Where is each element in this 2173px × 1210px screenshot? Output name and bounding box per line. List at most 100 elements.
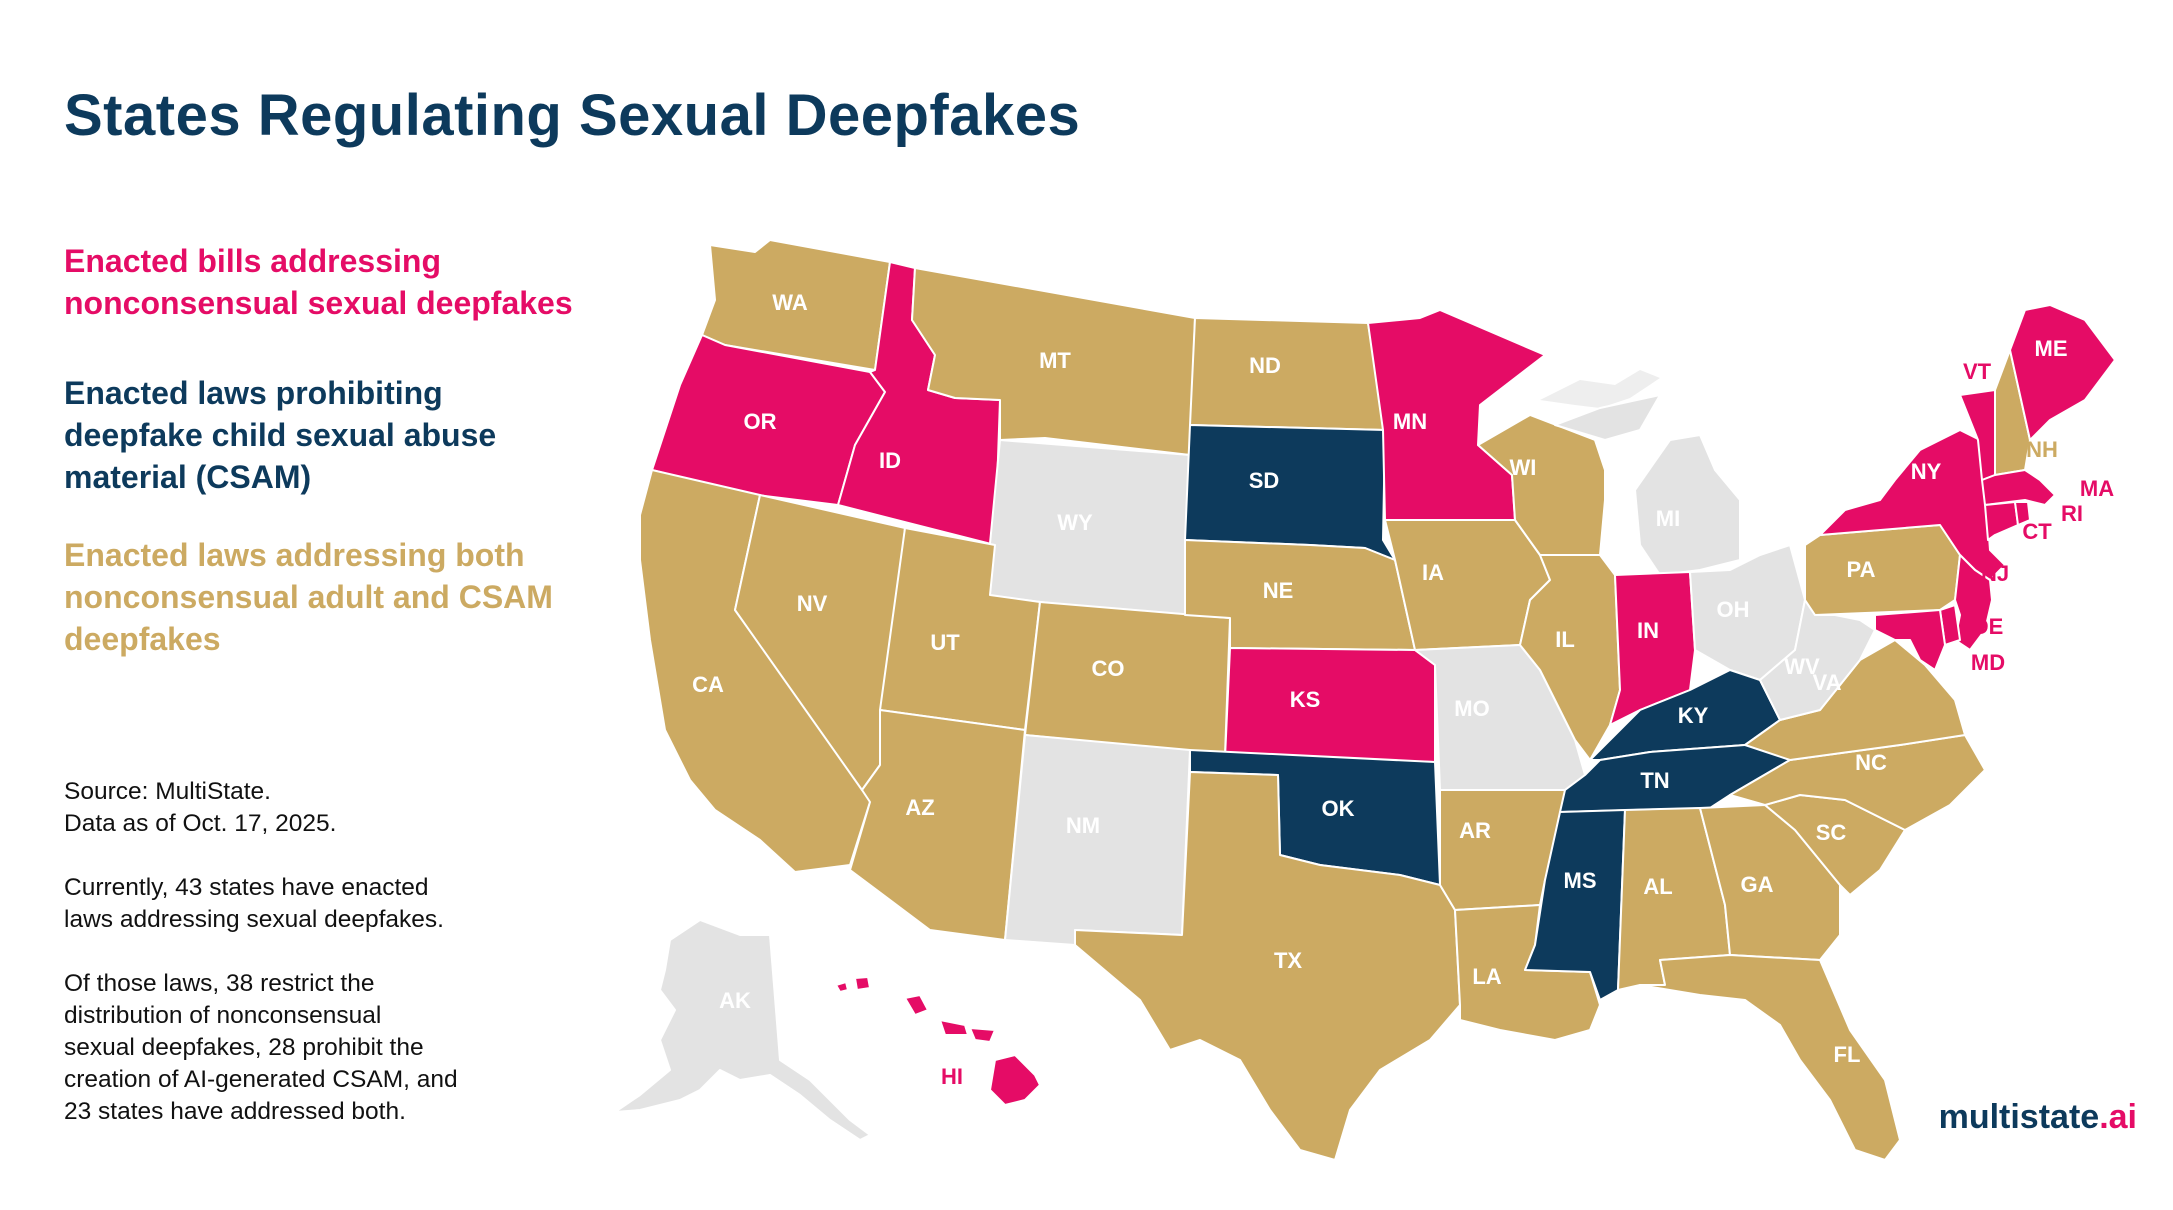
detail-line: sexual deepfakes, 28 prohibit the [64, 1034, 424, 1061]
label-AZ: AZ [905, 795, 934, 820]
label-ME: ME [2035, 336, 2068, 361]
source-line: Source: MultiState. [64, 778, 271, 805]
label-TN: TN [1640, 768, 1669, 793]
label-NY: NY [1911, 459, 1942, 484]
label-NJ: NJ [1981, 561, 2009, 586]
label-CT: CT [2022, 519, 2052, 544]
label-IL: IL [1555, 627, 1575, 652]
label-UT: UT [930, 630, 960, 655]
label-SC: SC [1816, 820, 1847, 845]
date-line: Data as of Oct. 17, 2025. [64, 810, 337, 837]
state-PA[interactable] [1804, 524, 1961, 616]
label-NC: NC [1855, 750, 1887, 775]
state-MI[interactable] [1554, 394, 1741, 576]
label-IA: IA [1422, 560, 1444, 585]
label-NH: NH [2026, 437, 2058, 462]
legend-csam: Enacted laws prohibiting deepfake child … [64, 372, 664, 498]
state-WV[interactable] [1759, 599, 1876, 721]
label-FL: FL [1834, 1042, 1861, 1067]
label-AL: AL [1643, 874, 1672, 899]
label-MT: MT [1039, 348, 1071, 373]
label-AK: AK [719, 988, 751, 1013]
label-HI: HI [941, 1064, 963, 1089]
state-NJ[interactable] [1954, 554, 1993, 651]
state-MA[interactable] [1981, 469, 2056, 506]
legend-line: deepfake child sexual abuse [64, 417, 497, 453]
legend-line: Enacted bills addressing [64, 243, 441, 279]
state-HI[interactable] [835, 976, 1041, 1106]
label-OR: OR [744, 409, 777, 434]
hi-island [939, 1019, 969, 1036]
label-GA: GA [1741, 872, 1774, 897]
label-RI: RI [2061, 501, 2083, 526]
summary-line: laws addressing sexual deepfakes. [64, 906, 444, 933]
hi-island [854, 976, 871, 991]
state-ND[interactable] [1189, 317, 1386, 431]
legend-line: nonconsensual sexual deepfakes [64, 285, 573, 321]
legend-both: Enacted laws addressing both nonconsensu… [64, 534, 664, 660]
state-ME[interactable] [2009, 304, 2116, 441]
label-PA: PA [1847, 557, 1876, 582]
state-FL[interactable] [1639, 954, 1901, 1161]
label-NM: NM [1066, 813, 1100, 838]
label-MO: MO [1454, 696, 1489, 721]
state-RI[interactable] [2014, 501, 2031, 526]
state-NM[interactable] [1004, 734, 1191, 946]
page-title: States Regulating Sexual Deepfakes [64, 83, 1081, 148]
hi-island [969, 1027, 996, 1043]
label-ND: ND [1249, 353, 1281, 378]
detail-line: distribution of nonconsensual [64, 1002, 382, 1029]
state-CO[interactable] [1024, 601, 1231, 756]
label-CO: CO [1092, 656, 1125, 681]
state-MD[interactable] [1874, 609, 1946, 671]
label-WI: WI [1510, 455, 1537, 480]
summary-line: Currently, 43 states have enacted [64, 874, 429, 901]
label-OH: OH [1717, 597, 1750, 622]
label-WA: WA [772, 290, 808, 315]
detail-line: creation of AI-generated CSAM, and [64, 1066, 458, 1093]
hi-island [989, 1054, 1041, 1106]
states-layer [614, 239, 2116, 1161]
label-IN: IN [1637, 618, 1659, 643]
state-TX[interactable] [1074, 771, 1461, 1161]
label-NE: NE [1263, 578, 1294, 603]
great-lakes [1540, 370, 1660, 408]
label-KS: KS [1290, 687, 1321, 712]
label-LA: LA [1472, 964, 1501, 989]
legend-line: material (CSAM) [64, 459, 312, 495]
label-OK: OK [1322, 796, 1355, 821]
state-KS[interactable] [1224, 647, 1436, 763]
label-CA: CA [692, 672, 724, 697]
legend-line: nonconsensual adult and CSAM [64, 579, 553, 615]
state-SD[interactable] [1184, 424, 1396, 561]
brand-name: multistate [1938, 1098, 2100, 1136]
label-VA: VA [1813, 670, 1842, 695]
legend-line: Enacted laws prohibiting [64, 375, 443, 411]
label-TX: TX [1274, 948, 1302, 973]
brand-tld: .ai [2099, 1098, 2137, 1136]
label-SD: SD [1249, 468, 1280, 493]
state-labels: WA OR CA ID NV MT WY UT AZ CO NM ND SD N… [692, 290, 2114, 1089]
notes: Source: MultiState. Data as of Oct. 17, … [64, 776, 584, 1128]
label-MD: MD [1971, 650, 2005, 675]
label-MI: MI [1656, 506, 1680, 531]
label-MA: MA [2080, 476, 2114, 501]
label-WV: WV [1784, 654, 1820, 679]
label-WY: WY [1057, 510, 1093, 535]
legend-line: Enacted laws addressing both [64, 537, 525, 573]
label-NV: NV [797, 591, 828, 616]
label-MN: MN [1393, 409, 1427, 434]
detail-line: 23 states have addressed both. [64, 1098, 406, 1125]
brand-logo: multistate.ai [1939, 1098, 2137, 1137]
legend-line: deepfakes [64, 621, 221, 657]
legend-nonconsensual: Enacted bills addressing nonconsensual s… [64, 240, 664, 324]
state-CT[interactable] [1984, 501, 2019, 541]
label-ID: ID [879, 448, 901, 473]
state-NH[interactable] [1994, 349, 2031, 476]
label-DE: DE [1973, 614, 2004, 639]
state-AK[interactable] [614, 919, 871, 1141]
label-AR: AR [1459, 818, 1491, 843]
detail-line: Of those laws, 38 restrict the [64, 970, 375, 997]
label-MS: MS [1564, 868, 1597, 893]
